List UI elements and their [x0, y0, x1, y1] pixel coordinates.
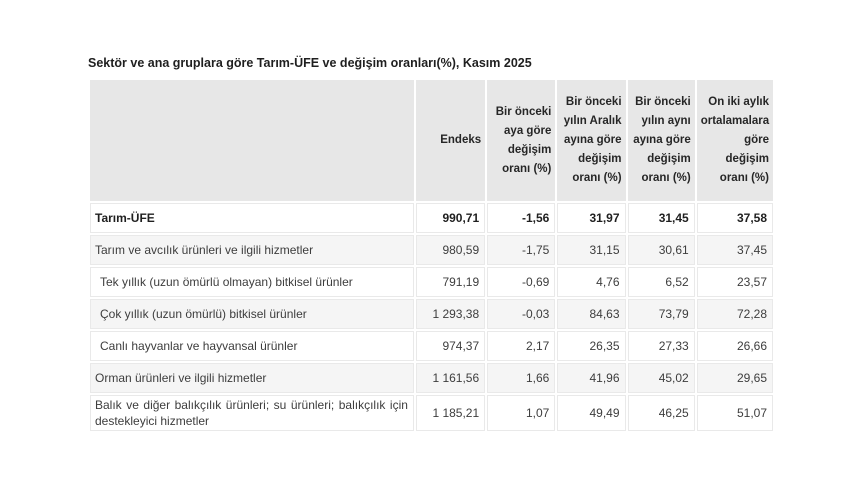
value-cell: 46,25 [627, 395, 695, 431]
value-cell: 4,76 [557, 267, 626, 297]
value-cell: 37,45 [696, 235, 773, 265]
value-cell: 45,02 [627, 363, 695, 393]
table-body: Tarım-ÜFE 990,71 -1,56 31,97 31,45 37,58 Tarım… [90, 203, 773, 431]
row-label-cell: Canlı hayvanlar ve hayvansal ürünler [90, 331, 414, 361]
label-column-header [90, 80, 414, 201]
value-cell: 72,28 [696, 299, 773, 329]
header-row: Endeks Bir önceki aya göre değişim oranı … [90, 80, 773, 201]
value-cell: 30,61 [627, 235, 695, 265]
column-header: On iki aylık ortalamalara göre değişim o… [696, 80, 773, 201]
table-row: Tarım ve avcılık ürünleri ve ilgili hizm… [90, 235, 773, 265]
value-cell: 1 161,56 [415, 363, 486, 393]
value-cell: -1,75 [487, 235, 556, 265]
value-cell: 49,49 [557, 395, 626, 431]
value-cell: 1 293,38 [415, 299, 486, 329]
tarim-ufe-table: Endeks Bir önceki aya göre değişim oranı … [88, 78, 775, 433]
value-cell: 37,58 [696, 203, 773, 233]
value-cell: 980,59 [415, 235, 486, 265]
column-header: Bir önceki yılın aynı ayına göre değişim… [627, 80, 695, 201]
value-cell: 1,07 [487, 395, 556, 431]
value-cell: 31,15 [557, 235, 626, 265]
column-header: Bir önceki aya göre değişim oranı (%) [487, 80, 556, 201]
value-cell: 2,17 [487, 331, 556, 361]
column-header: Bir önceki yılın Aralık ayına göre değiş… [557, 80, 626, 201]
value-cell: 29,65 [696, 363, 773, 393]
value-cell: 1 185,21 [415, 395, 486, 431]
value-cell: 23,57 [696, 267, 773, 297]
value-cell: 990,71 [415, 203, 486, 233]
value-cell: -0,69 [487, 267, 556, 297]
column-header: Endeks [415, 80, 486, 201]
row-label-cell: Tek yıllık (uzun ömürlü olmayan) bitkise… [90, 267, 414, 297]
value-cell: -1,56 [487, 203, 556, 233]
row-label-cell: Tarım ve avcılık ürünleri ve ilgili hizm… [90, 235, 414, 265]
value-cell: 26,66 [696, 331, 773, 361]
row-label-cell: Çok yıllık (uzun ömürlü) bitkisel ürünle… [90, 299, 414, 329]
value-cell: 31,45 [627, 203, 695, 233]
value-cell: 26,35 [557, 331, 626, 361]
table-row: Canlı hayvanlar ve hayvansal ürünler 974,… [90, 331, 773, 361]
table-row: Orman ürünleri ve ilgili hizmetler 1 161,… [90, 363, 773, 393]
value-cell: 31,97 [557, 203, 626, 233]
value-cell: 73,79 [627, 299, 695, 329]
value-cell: 51,07 [696, 395, 773, 431]
value-cell: 6,52 [627, 267, 695, 297]
value-cell: 791,19 [415, 267, 486, 297]
value-cell: 974,37 [415, 331, 486, 361]
row-label-cell: Orman ürünleri ve ilgili hizmetler [90, 363, 414, 393]
table-row: Balık ve diğer balıkçılık ürünleri; su ü… [90, 395, 773, 431]
table-row: Tarım-ÜFE 990,71 -1,56 31,97 31,45 37,58 [90, 203, 773, 233]
table-row: Çok yıllık (uzun ömürlü) bitkisel ürünle… [90, 299, 773, 329]
row-label-cell: Balık ve diğer balıkçılık ürünleri; su ü… [90, 395, 414, 431]
row-label-cell: Tarım-ÜFE [90, 203, 414, 233]
value-cell: -0,03 [487, 299, 556, 329]
value-cell: 1,66 [487, 363, 556, 393]
value-cell: 27,33 [627, 331, 695, 361]
value-cell: 84,63 [557, 299, 626, 329]
table-row: Tek yıllık (uzun ömürlü olmayan) bitkise… [90, 267, 773, 297]
value-cell: 41,96 [557, 363, 626, 393]
table-title: Sektör ve ana gruplara göre Tarım-ÜFE ve… [88, 56, 532, 70]
